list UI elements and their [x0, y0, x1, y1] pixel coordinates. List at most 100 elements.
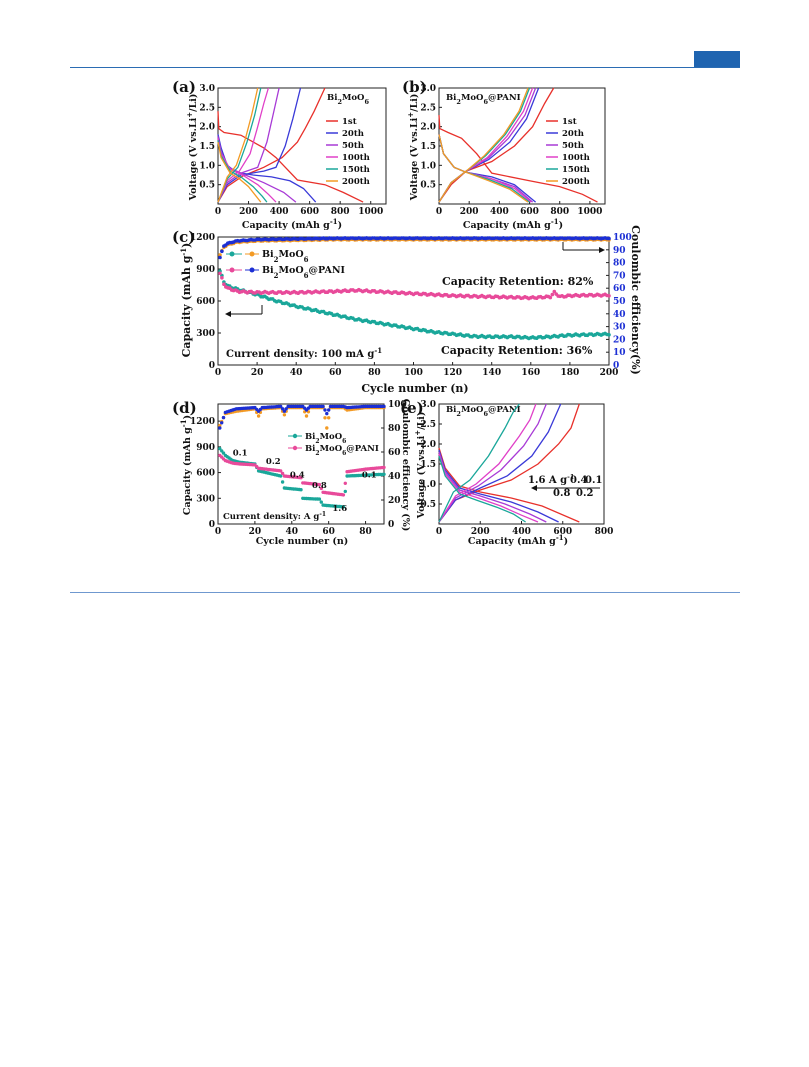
- series-d-2-point-33: [279, 469, 283, 473]
- y-tick-label-b-0: 0.5: [420, 181, 436, 191]
- legend-bare-c: Bi2MoO6: [262, 249, 309, 264]
- series-d-3-point-0: [218, 426, 222, 430]
- series-d-1-point-57: [323, 416, 327, 420]
- legend-bare-d: Bi2MoO6: [305, 432, 346, 445]
- series-a-discharge-1: [217, 134, 317, 203]
- series-c-2-point-170: [550, 292, 555, 297]
- series-c-3-point-1: [220, 249, 224, 254]
- x-tick-label-e-4: 800: [595, 527, 614, 537]
- y-tick-label-b-5: 3.0: [420, 84, 436, 94]
- legend-label-a-0: 1st: [342, 117, 357, 127]
- y-tick-label-e-5: 3.0: [420, 400, 436, 410]
- x-tick-label-c-9: 180: [561, 368, 580, 378]
- rate-16-e: 1.6 A g-1: [528, 473, 574, 486]
- panel-label-a: (a): [172, 78, 196, 96]
- title-b: Bi2MoO6@PANI: [446, 93, 521, 106]
- legend-label-b-0: 1st: [562, 117, 577, 127]
- series-d-2-point-67: [341, 493, 346, 497]
- series-d-0-point-89: [382, 472, 386, 476]
- rate-label-d-1: 0.2: [266, 457, 281, 467]
- footer-rule: [70, 592, 740, 593]
- ylabel-b: Voltage (V vs.Li+/Li): [406, 94, 421, 202]
- y-tick-label-c-3: 900: [196, 265, 215, 275]
- y2-tick-label-c-10: 100: [613, 233, 632, 243]
- y2-tick-label-c-2: 20: [613, 335, 626, 345]
- series-d-0-point-33: [279, 474, 283, 478]
- plot-area-d: 0 20 40 60 80 0 300 600 900 1200 0 20 40 60 80 100 0.1 0.…: [190, 400, 407, 537]
- y2label-c: Coulombic efficiency(%): [629, 225, 642, 375]
- series-d-3-point-59: [327, 408, 331, 412]
- series-e-charge-0: [438, 403, 580, 523]
- plot-area-b: 0 200 400 600 800 1000 0.5 1.0 1.5 2.0 2.5 3.0 1st 20…: [420, 84, 606, 217]
- y-tick-label-a-4: 2.5: [199, 103, 215, 113]
- legend-marker-d-0: [292, 433, 298, 439]
- y-tick-label-e-4: 2.5: [420, 420, 436, 430]
- series-d-3-point-1: [220, 421, 224, 425]
- series-d-3-point-57: [323, 408, 327, 412]
- series-d-2-point-34: [280, 471, 285, 476]
- x-tick-label-e-3: 600: [553, 527, 572, 537]
- legend-label-b-1: 20th: [562, 129, 584, 139]
- series-a-discharge-5: [217, 141, 262, 203]
- x-tick-label-a-4: 800: [331, 207, 350, 217]
- rate-label-d-5: 0.1: [362, 471, 377, 481]
- panel-c: (c) Capacity (mAh g-1) Coulombic efficie…: [172, 225, 642, 395]
- series-e-charge-3: [438, 403, 537, 523]
- retention-bare-c: Capacity Retention: 36%: [441, 344, 593, 357]
- rate-label-d-0: 0.1: [233, 448, 248, 458]
- ylabel-a: Voltage (V vs.Li+/Li): [185, 94, 200, 202]
- y-tick-label-e-0: 0.5: [420, 500, 436, 510]
- y-tick-label-e-2: 1.5: [420, 460, 436, 470]
- x-tick-label-c-4: 80: [368, 368, 381, 378]
- series-a-charge-5: [217, 87, 259, 203]
- x-tick-label-d-0: 0: [215, 527, 221, 537]
- y-tick-label-d-2: 600: [196, 469, 215, 479]
- series-d-0-point-44: [299, 488, 303, 492]
- x-tick-label-a-2: 400: [270, 207, 289, 217]
- y-tick-label-d-4: 1200: [190, 417, 215, 427]
- rate-04-e: 0.4: [570, 475, 587, 486]
- y2-tick-label-c-6: 60: [613, 284, 626, 294]
- y2-tick-label-c-1: 10: [613, 348, 626, 358]
- y-tick-label-a-3: 2.0: [199, 123, 215, 133]
- series-d-1-point-35: [282, 413, 287, 417]
- y2-tick-label-c-0: 0: [613, 361, 619, 371]
- x-tick-label-b-3: 600: [520, 207, 539, 217]
- plot-area-c: 0 20 40 60 80 100 120 140 160 180 2000300600900120…: [190, 233, 632, 378]
- y2label-d: Coulombic efficiency (%): [400, 399, 411, 532]
- series-d-2-point-68: [343, 481, 347, 485]
- current-density-c: Current density: 100 mA g-1: [226, 346, 382, 361]
- series-d-1-point-21: [256, 414, 261, 418]
- plot-area-a: 0 200 400 600 800 1000 0.5 1.0 1.5 2.0 2.5 3.0 1st 20…: [199, 84, 387, 217]
- series-d-3-point-56: [321, 404, 325, 409]
- series-a-discharge-0: [217, 111, 364, 203]
- series-d-1-point-47: [304, 414, 309, 418]
- series-d-0-point-55: [319, 500, 323, 504]
- y-tick-label-d-0: 0: [209, 520, 215, 530]
- retention-pani-c: Capacity Retention: 82%: [442, 275, 594, 288]
- x-tick-label-d-2: 40: [286, 527, 299, 537]
- legend-label-a-5: 200th: [342, 177, 370, 187]
- x-tick-label-c-2: 40: [290, 368, 303, 378]
- rate-01-e: 0.1: [585, 475, 602, 486]
- y2-tick-label-d-4: 80: [388, 424, 401, 434]
- series-b-charge-5: [438, 87, 529, 203]
- series-d-2-point-89: [382, 465, 386, 470]
- xlabel-c: Cycle number (n): [361, 382, 468, 395]
- header-rule: [70, 67, 740, 68]
- x-tick-label-b-0: 0: [436, 207, 442, 217]
- header-tab: [694, 51, 740, 67]
- rate-label-d-3: 0.8: [312, 481, 327, 491]
- y-tick-label-a-0: 0.5: [199, 181, 215, 191]
- series-c-0-point-199: [607, 333, 611, 337]
- series-d-1-point-59: [327, 416, 331, 420]
- series-d-0-point-67: [341, 505, 346, 509]
- panel-e: (e) Voltage (V vs.Li+/Li) Capacity (mAh …: [400, 399, 613, 547]
- x-tick-label-a-1: 200: [239, 207, 258, 217]
- xlabel-d: Cycle number (n): [256, 536, 349, 547]
- y-tick-label-b-4: 2.5: [420, 103, 436, 113]
- y-tick-label-c-1: 300: [196, 329, 215, 339]
- y2-tick-label-c-9: 90: [613, 246, 626, 256]
- y2-tick-label-c-3: 30: [613, 323, 626, 333]
- series-d-3-point-34: [280, 407, 285, 411]
